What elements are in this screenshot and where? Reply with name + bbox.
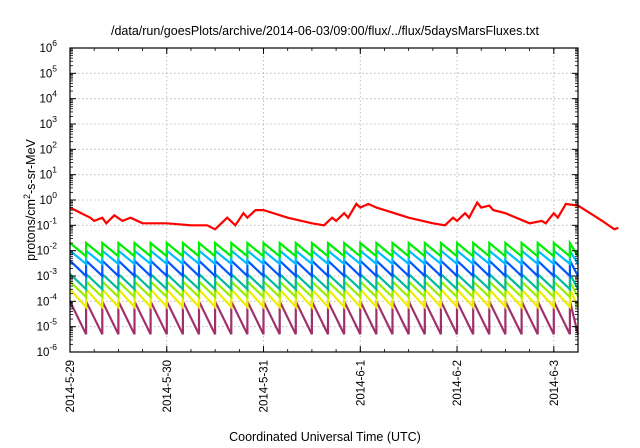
series-line — [69, 200, 619, 231]
y-tick-label: 101 — [39, 165, 57, 182]
y-axis-label-sup: 2 — [22, 194, 32, 199]
grid — [70, 48, 578, 352]
y-tick-label: 106 — [39, 38, 57, 55]
y-tick-label: 10-1 — [37, 215, 58, 232]
x-tick-label: 2014-5-29 — [65, 360, 77, 412]
y-tick-label: 10-6 — [37, 342, 58, 359]
y-axis-label: protons/cm2-s-sr-MeV — [22, 138, 38, 260]
y-tick-label: 105 — [39, 63, 57, 80]
plot-frame — [69, 47, 579, 353]
x-axis-ticks: 2014-5-29 2014-5-30 2014-5-31 2014-6-1 2014-… — [65, 360, 561, 412]
y-axis-label-prefix: protons/cm — [24, 199, 38, 261]
series-lines — [69, 200, 619, 335]
y-tick-label: 10-2 — [37, 241, 58, 258]
series-line — [69, 271, 579, 292]
y-axis-label-suffix: -s-sr-MeV — [24, 138, 38, 194]
y-tick-label: 10-4 — [37, 291, 58, 308]
x-tick-label: 2014-6-1 — [355, 360, 367, 406]
chart-title: /data/run/goesPlots/archive/2014-06-03/0… — [111, 24, 540, 38]
y-tick-label: 100 — [39, 190, 57, 207]
series-line — [69, 300, 580, 335]
series-line — [69, 258, 579, 279]
y-tick-label: 102 — [39, 139, 57, 156]
y-tick-label: 104 — [39, 89, 57, 106]
x-tick-label: 2014-5-30 — [162, 360, 174, 412]
y-tick-label: 10-3 — [37, 266, 58, 283]
x-tick-label: 2014-6-2 — [452, 360, 464, 406]
x-tick-label: 2014-6-3 — [549, 360, 561, 406]
y-tick-label: 103 — [39, 114, 57, 131]
series-line — [69, 239, 579, 259]
x-tick-label: 2014-5-31 — [259, 360, 271, 412]
y-tick-label: 10-5 — [37, 317, 58, 334]
y-axis-ticks: 10-6 10-5 10-4 10-3 10-2 10-1 100 101 102 103 104 1… — [37, 38, 58, 359]
plot-border — [69, 47, 579, 353]
x-axis-label: Coordinated Universal Time (UTC) — [229, 430, 421, 444]
